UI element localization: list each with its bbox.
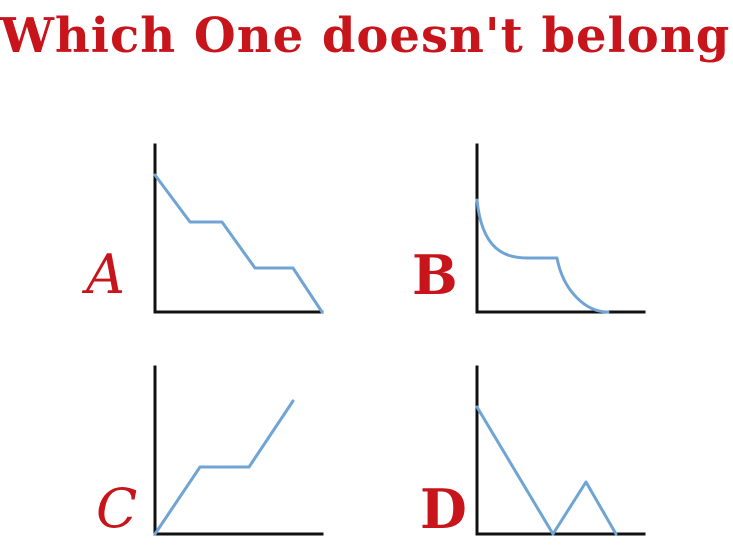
graph-d-axes bbox=[475, 365, 646, 536]
graph-d-line bbox=[475, 405, 618, 536]
graph-a[interactable] bbox=[153, 143, 324, 314]
graph-a-label: A bbox=[86, 243, 125, 306]
graph-a-axes bbox=[153, 143, 324, 314]
graph-d-label: D bbox=[420, 477, 467, 541]
graph-c-axes bbox=[153, 365, 324, 536]
page-title: Which One doesn't belong? bbox=[0, 8, 733, 64]
graph-c[interactable] bbox=[153, 365, 324, 536]
graph-d[interactable] bbox=[475, 365, 646, 536]
graph-b-label: B bbox=[412, 243, 458, 307]
graph-b-curve bbox=[475, 198, 610, 314]
graph-c-line bbox=[153, 399, 295, 536]
graph-c-label: C bbox=[96, 477, 138, 540]
graph-b-axes bbox=[475, 143, 646, 314]
graph-b[interactable] bbox=[475, 143, 646, 314]
graph-a-line bbox=[153, 173, 324, 314]
